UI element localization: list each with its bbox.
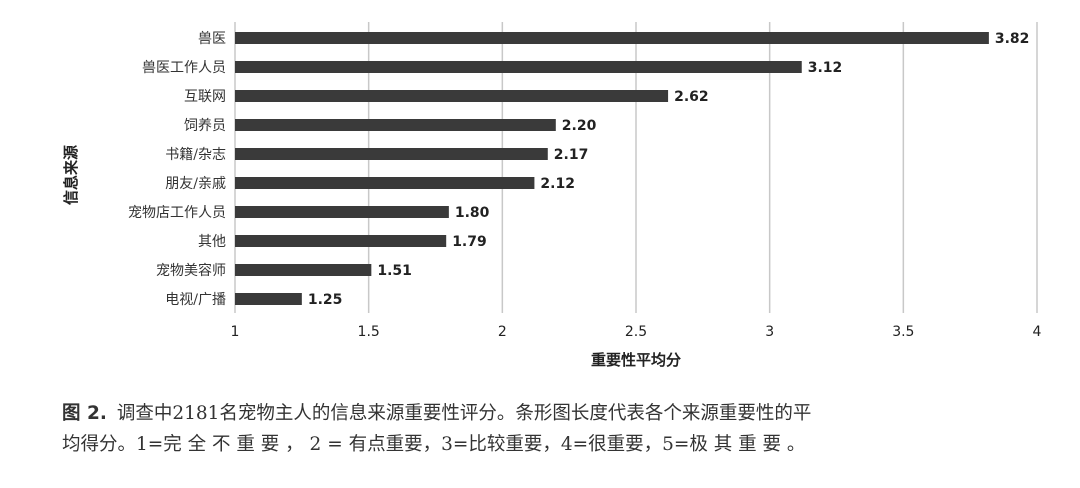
value-labels: 3.82 3.12 2.62 2.20 2.17 2.12 1.80 1.79 1.51 1.25	[308, 31, 1030, 308]
value-label: 1.25	[308, 292, 343, 308]
x-tick-label: 2.5	[625, 324, 647, 340]
category-label: 兽医工作人员	[142, 60, 226, 76]
value-label: 1.79	[452, 234, 487, 250]
x-axis-title: 重要性平均分	[591, 351, 681, 369]
bar-8	[235, 264, 372, 276]
caption-line-2: 均得分。1=完 全 不 重 要 ， 2 = 有点重要，3=比较重要，4=很重要，…	[62, 434, 806, 455]
bar-0	[235, 32, 989, 44]
category-labels: 兽医兽医工作人员互联网饲养员书籍/杂志朋友/亲戚宠物店工作人员其他宠物美容师电视…	[128, 31, 226, 308]
category-label: 朋友/亲戚	[165, 176, 226, 192]
value-label: 1.51	[377, 263, 412, 279]
value-label: 2.62	[674, 89, 709, 105]
value-label: 2.12	[540, 176, 575, 192]
bar-5	[235, 177, 535, 189]
bar-4	[235, 148, 548, 160]
bar-6	[235, 206, 449, 218]
bar-2	[235, 90, 669, 102]
category-label: 互联网	[184, 89, 226, 105]
bar-3	[235, 119, 556, 131]
category-label: 兽医	[198, 31, 226, 47]
value-label: 1.80	[455, 205, 490, 221]
value-label: 2.20	[562, 118, 597, 134]
y-axis-title: 信息来源	[62, 145, 80, 205]
bars	[235, 32, 989, 305]
bar-1	[235, 61, 802, 73]
category-label: 书籍/杂志	[165, 146, 226, 163]
bar-chart: 兽医兽医工作人员互联网饲养员书籍/杂志朋友/亲戚宠物店工作人员其他宠物美容师电视…	[62, 22, 1042, 369]
x-tick-label: 1.5	[358, 324, 380, 340]
figure-caption: 图 2. 调查中2181名宠物主人的信息来源重要性评分。条形图长度代表各个来源重要…	[62, 398, 1052, 460]
value-label: 3.82	[995, 31, 1030, 47]
caption-text-1: 调查中2181名宠物主人的信息来源重要性评分。条形图长度代表各个来源重要性的平	[116, 403, 812, 424]
category-label: 电视/广播	[165, 292, 226, 308]
category-label: 宠物店工作人员	[128, 205, 226, 221]
category-label: 宠物美容师	[156, 262, 226, 279]
category-label: 饲养员	[184, 118, 226, 134]
caption-line-1: 图 2. 调查中2181名宠物主人的信息来源重要性评分。条形图长度代表各个来源重要…	[62, 398, 1052, 429]
x-tick-label: 4	[1033, 324, 1042, 340]
caption-tag: 图 2.	[62, 403, 107, 424]
x-tick-labels: 1 1.5 2 2.5 3 3.5 4	[231, 324, 1042, 340]
x-tick-label: 1	[231, 324, 240, 340]
bar-9	[235, 293, 302, 305]
x-tick-label: 3	[765, 324, 774, 340]
bar-7	[235, 235, 447, 247]
x-tick-label: 2	[498, 324, 507, 340]
value-label: 3.12	[808, 60, 843, 76]
x-tick-label: 3.5	[892, 324, 914, 340]
value-label: 2.17	[554, 147, 589, 163]
category-label: 其他	[198, 234, 226, 250]
